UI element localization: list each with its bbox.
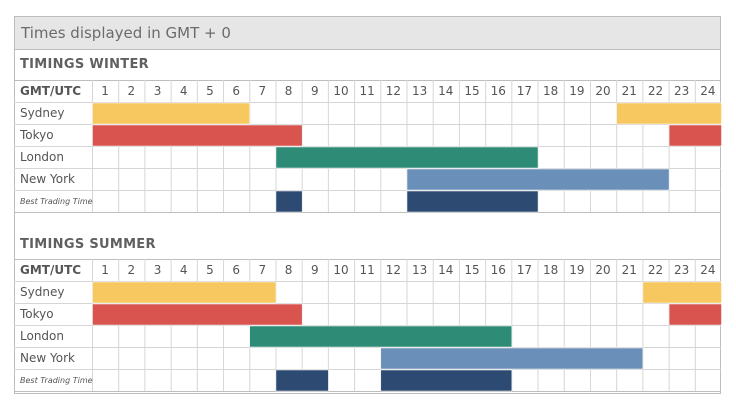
hour-tick-label: 7 <box>259 84 267 98</box>
hour-tick-label: 6 <box>232 263 240 277</box>
bar-new-york <box>406 168 670 191</box>
bar-best-trading-time <box>275 369 329 392</box>
hour-tick-label: 9 <box>311 263 319 277</box>
hour-tick-label: 3 <box>154 84 162 98</box>
hour-tick-label: 7 <box>259 263 267 277</box>
bar-tokyo <box>92 124 303 147</box>
hour-tick-label: 21 <box>622 84 637 98</box>
hour-tick-label: 18 <box>543 263 558 277</box>
bar-best-trading-time <box>406 190 539 213</box>
hour-tick-label: 13 <box>412 263 427 277</box>
hour-tick-label: 16 <box>491 263 506 277</box>
hour-tick-label: 17 <box>517 263 532 277</box>
hour-tick-label: 4 <box>180 263 188 277</box>
hour-tick-label: 9 <box>311 84 319 98</box>
bar-tokyo <box>668 124 722 147</box>
row-label: London <box>20 150 64 164</box>
hour-tick-label: 20 <box>595 84 610 98</box>
hour-tick-label: 15 <box>464 84 479 98</box>
hour-tick-label: 8 <box>285 263 293 277</box>
hour-tick-label: 14 <box>438 84 453 98</box>
gmt-utc-header: GMT/UTC <box>20 263 81 277</box>
hour-tick-label: 20 <box>595 263 610 277</box>
hour-tick-label: 2 <box>127 263 135 277</box>
hour-tick-label: 19 <box>569 84 584 98</box>
hour-tick-label: 24 <box>700 263 715 277</box>
bar-london <box>249 325 513 348</box>
hour-tick-label: 22 <box>648 84 663 98</box>
hour-tick-label: 15 <box>464 263 479 277</box>
hour-tick-label: 16 <box>491 84 506 98</box>
hour-tick-label: 5 <box>206 84 214 98</box>
hour-tick-label: 5 <box>206 263 214 277</box>
hour-tick-label: 1 <box>101 263 109 277</box>
hour-tick-label: 23 <box>674 84 689 98</box>
bar-tokyo <box>668 303 722 326</box>
hour-tick-label: 4 <box>180 84 188 98</box>
row-label: Best Trading Time <box>20 376 93 385</box>
bar-sydney <box>92 281 277 304</box>
hour-tick-label: 12 <box>386 263 401 277</box>
chart-section-winter: GMT/UTC 1 2 3 4 5 6 7 8 9 10 11 12 13 14 15 16 17 18 19 20 21… <box>14 80 722 213</box>
row-label: New York <box>20 351 75 365</box>
hour-tick-label: 1 <box>101 84 109 98</box>
bar-best-trading-time <box>275 190 303 213</box>
hour-tick-label: 3 <box>154 263 162 277</box>
hour-tick-label: 13 <box>412 84 427 98</box>
header-title: Times displayed in GMT + 0 <box>21 24 231 42</box>
hour-tick-label: 18 <box>543 84 558 98</box>
bar-best-trading-time <box>380 369 513 392</box>
chart-section-summer: GMT/UTC 1 2 3 4 5 6 7 8 9 10 11 12 13 14 15 16 17 18 19 20 21… <box>14 259 722 392</box>
hour-tick-label: 12 <box>386 84 401 98</box>
hour-tick-label: 8 <box>285 84 293 98</box>
hour-tick-label: 21 <box>622 263 637 277</box>
hour-tick-label: 6 <box>232 84 240 98</box>
row-label: Sydney <box>20 106 64 120</box>
bar-london <box>275 146 539 169</box>
row-label: Best Trading Time <box>20 197 93 206</box>
row-label: London <box>20 329 64 343</box>
bar-sydney <box>616 102 722 125</box>
hour-tick-label: 17 <box>517 84 532 98</box>
hour-tick-label: 2 <box>127 84 135 98</box>
hour-tick-label: 24 <box>700 84 715 98</box>
hour-tick-label: 11 <box>360 84 375 98</box>
row-label: Tokyo <box>19 128 54 142</box>
bar-new-york <box>380 347 644 370</box>
bar-sydney <box>642 281 722 304</box>
hour-tick-label: 11 <box>360 263 375 277</box>
hour-tick-label: 22 <box>648 263 663 277</box>
hour-tick-label: 10 <box>333 263 348 277</box>
timezone-header: Times displayed in GMT + 0 <box>14 16 721 50</box>
winter-title: TIMINGS WINTER <box>20 57 149 72</box>
row-label: New York <box>20 172 75 186</box>
bar-tokyo <box>92 303 303 326</box>
gmt-utc-header: GMT/UTC <box>20 84 81 98</box>
hour-tick-label: 19 <box>569 263 584 277</box>
hour-tick-label: 10 <box>333 84 348 98</box>
row-label: Sydney <box>20 285 64 299</box>
summer-title: TIMINGS SUMMER <box>20 237 156 252</box>
hour-tick-label: 23 <box>674 263 689 277</box>
bar-sydney <box>92 102 250 125</box>
row-label: Tokyo <box>19 307 54 321</box>
hour-tick-label: 14 <box>438 263 453 277</box>
